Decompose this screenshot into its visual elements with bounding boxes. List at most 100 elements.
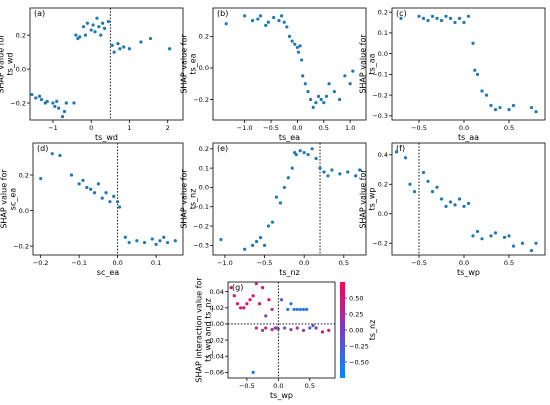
data-point bbox=[480, 237, 484, 241]
data-point bbox=[72, 101, 76, 105]
data-point bbox=[278, 201, 282, 205]
x-tick-label: 0.0 bbox=[273, 382, 283, 390]
data-point bbox=[298, 149, 302, 153]
x-tick-label: 0.0 bbox=[112, 259, 122, 267]
data-point bbox=[327, 82, 331, 86]
y-tick-label: 0.0 bbox=[19, 207, 29, 215]
x-tick-label: −0.5 bbox=[411, 124, 427, 132]
y-tick-label: 0.0 bbox=[378, 210, 388, 218]
data-point bbox=[493, 108, 498, 112]
data-point bbox=[316, 94, 321, 98]
data-point bbox=[102, 26, 107, 30]
data-point bbox=[417, 14, 421, 18]
x-tick-label: 0.5 bbox=[504, 124, 514, 132]
data-point bbox=[300, 58, 304, 62]
data-point bbox=[264, 326, 268, 330]
y-axis-label: SHAP value forts_wd bbox=[0, 34, 15, 94]
data-point bbox=[529, 248, 534, 253]
data-point bbox=[168, 47, 172, 51]
x-tick-label: −0.5 bbox=[257, 259, 273, 267]
data-point bbox=[314, 156, 318, 161]
plot-frame bbox=[212, 142, 367, 256]
data-point bbox=[295, 307, 299, 312]
data-point bbox=[326, 174, 330, 178]
data-point bbox=[444, 204, 448, 208]
y-tick-label: 0.0 bbox=[199, 184, 209, 192]
data-point bbox=[322, 101, 326, 105]
panel-g: (g) −0.5 0.0 0.5 −0.06 −0.04 −0.02 0.00 0.02 0.04… bbox=[195, 277, 378, 400]
plot-frame bbox=[212, 7, 367, 121]
data-point bbox=[123, 235, 127, 239]
x-tick-label: 1 bbox=[127, 124, 131, 132]
data-point bbox=[104, 191, 108, 195]
data-point bbox=[338, 172, 342, 176]
y-tick-label: −0.2 bbox=[193, 96, 209, 104]
data-point bbox=[55, 99, 59, 103]
data-point bbox=[69, 173, 74, 177]
x-tick-label: −0.5 bbox=[263, 124, 279, 132]
data-point bbox=[83, 33, 88, 37]
panel-label: (b) bbox=[217, 9, 228, 18]
data-point bbox=[60, 115, 65, 119]
x-tick-label: −1.0 bbox=[217, 259, 233, 267]
data-point bbox=[302, 151, 306, 155]
data-point bbox=[310, 147, 314, 151]
data-point bbox=[135, 239, 139, 243]
data-point bbox=[261, 328, 265, 333]
data-point bbox=[39, 98, 44, 102]
x-tick-label: 0.0 bbox=[299, 259, 309, 267]
data-point bbox=[295, 326, 299, 330]
data-point bbox=[430, 14, 435, 18]
panel-label: (e) bbox=[217, 144, 228, 153]
panels: (a) −1 0 1 2 −0.2 0.0 0.2 ts_wd SHAP value forts_… bbox=[0, 7, 546, 400]
data-point bbox=[279, 14, 284, 18]
panel-label: (g) bbox=[232, 283, 243, 292]
colorbar-tick-label: −0.25 bbox=[349, 342, 369, 350]
data-point bbox=[99, 33, 103, 37]
data-point bbox=[305, 307, 309, 312]
data-point bbox=[270, 307, 274, 312]
data-point bbox=[142, 240, 147, 245]
data-point bbox=[97, 25, 101, 29]
data-point bbox=[462, 204, 466, 208]
colorbar-tick-label: 0.00 bbox=[349, 326, 363, 334]
data-point bbox=[150, 237, 154, 241]
data-point bbox=[262, 243, 267, 247]
data-point bbox=[250, 19, 255, 23]
data-point bbox=[520, 241, 525, 245]
data-point bbox=[283, 326, 287, 330]
x-tick-label: 0.5 bbox=[305, 382, 315, 390]
data-point bbox=[251, 243, 255, 247]
data-point bbox=[289, 302, 293, 306]
panel-label: (c) bbox=[396, 9, 407, 18]
x-tick-label: 0.1 bbox=[151, 259, 161, 267]
data-point bbox=[311, 323, 315, 328]
data-point bbox=[301, 74, 305, 78]
data-point bbox=[306, 152, 310, 157]
panel-b: (b) −1.0 −0.5 0.0 0.5 1.0 −0.2 0.0 0.2 ts_ea SHAP … bbox=[180, 7, 367, 142]
data-point bbox=[294, 152, 298, 157]
y-tick-label: 0.04 bbox=[210, 288, 224, 296]
x-tick-label: −1.0 bbox=[237, 124, 253, 132]
y-axis-label: SHAP value forts_ea bbox=[180, 34, 198, 94]
data-point bbox=[412, 190, 417, 194]
data-point bbox=[399, 16, 403, 20]
data-point bbox=[319, 97, 323, 102]
data-point bbox=[110, 43, 114, 47]
data-point bbox=[498, 105, 502, 110]
colorbar-tick-label: 0.50 bbox=[349, 294, 363, 302]
y-tick-label: 0.0 bbox=[199, 64, 209, 72]
data-point bbox=[311, 105, 315, 109]
data-point bbox=[430, 190, 435, 194]
y-axis-label: SHAP value forts_wp bbox=[359, 169, 377, 229]
data-point bbox=[327, 328, 331, 333]
x-tick-label: −0.5 bbox=[411, 259, 427, 267]
data-point bbox=[264, 314, 268, 318]
y-tick-label: −0.1 bbox=[193, 203, 209, 211]
data-point bbox=[74, 33, 78, 37]
data-point bbox=[116, 200, 120, 204]
data-point bbox=[435, 185, 439, 189]
data-point bbox=[426, 18, 430, 23]
y-tick-label: 0.02 bbox=[210, 304, 224, 312]
data-point bbox=[127, 47, 132, 51]
